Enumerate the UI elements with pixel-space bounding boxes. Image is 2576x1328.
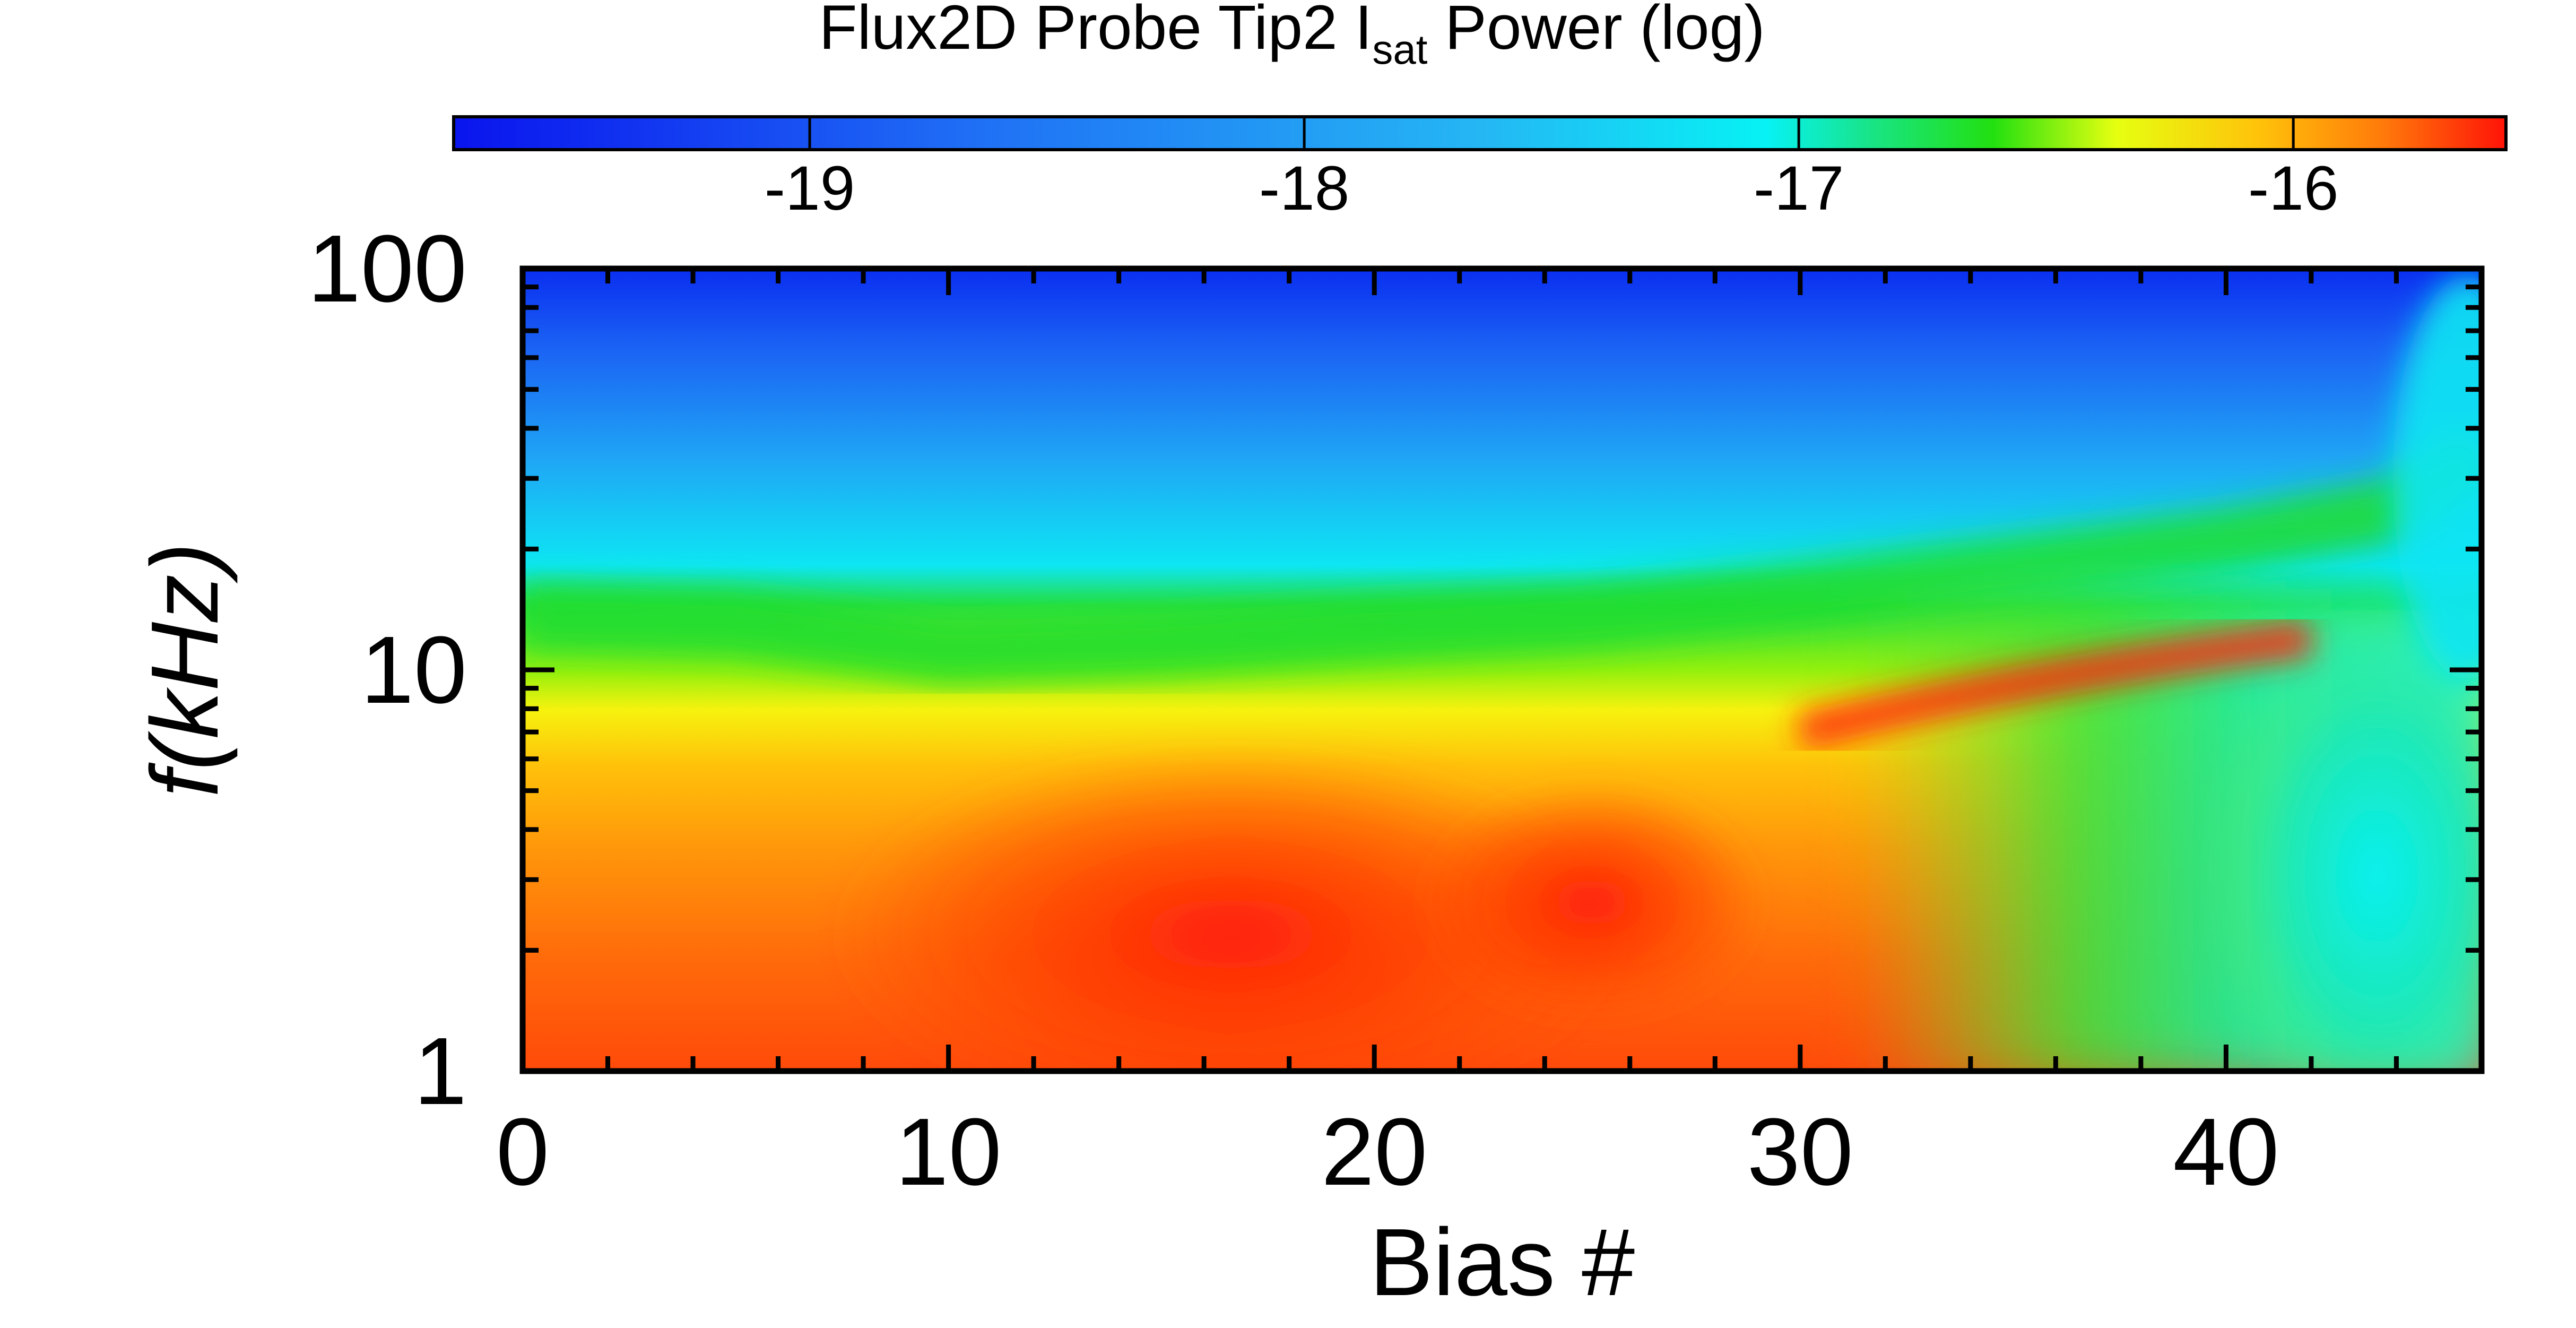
colorbar-gradient — [452, 115, 2508, 151]
y-tick-label: 10 — [361, 617, 467, 723]
x-tick-label: 0 — [496, 1099, 549, 1205]
colorbar: -19 -18 -17 -16 — [452, 115, 2508, 223]
y-axis-label: f(kHz) — [132, 542, 238, 797]
x-tick-label: 30 — [1747, 1099, 1853, 1205]
colorbar-tick-label: -16 — [2248, 153, 2339, 223]
colorbar-tick-label: -18 — [1259, 153, 1350, 223]
x-tick-label: 10 — [895, 1099, 1001, 1205]
heatmap-image — [523, 269, 2482, 1071]
coherent-mode-band — [1796, 619, 2314, 751]
y-tick-label: 100 — [308, 215, 467, 322]
cool-patch — [2207, 600, 2482, 1071]
colorbar-tick-label: -17 — [1754, 153, 1844, 223]
x-tick-label: 40 — [2173, 1099, 2279, 1205]
hot-core-region — [828, 743, 1634, 1071]
y-axis-ticks: 1 10 100 — [308, 215, 2482, 1125]
colorbar-ticks: -19 -18 -17 -16 — [765, 117, 2339, 223]
ridge-band — [523, 425, 2482, 685]
x-axis-label: Bias # — [1369, 1209, 1635, 1316]
x-tick-label: 20 — [1321, 1099, 1427, 1205]
upper-right-bleed — [2393, 276, 2482, 679]
chart-title: Flux2D Probe Tip2 Isat Power (log) — [819, 0, 1765, 73]
x-axis-ticks: 0 10 20 30 40 — [496, 269, 2484, 1205]
colorbar-tick-label: -19 — [765, 153, 855, 223]
y-tick-label: 1 — [414, 1018, 467, 1125]
hot-core-region-secondary — [1417, 780, 1767, 1024]
